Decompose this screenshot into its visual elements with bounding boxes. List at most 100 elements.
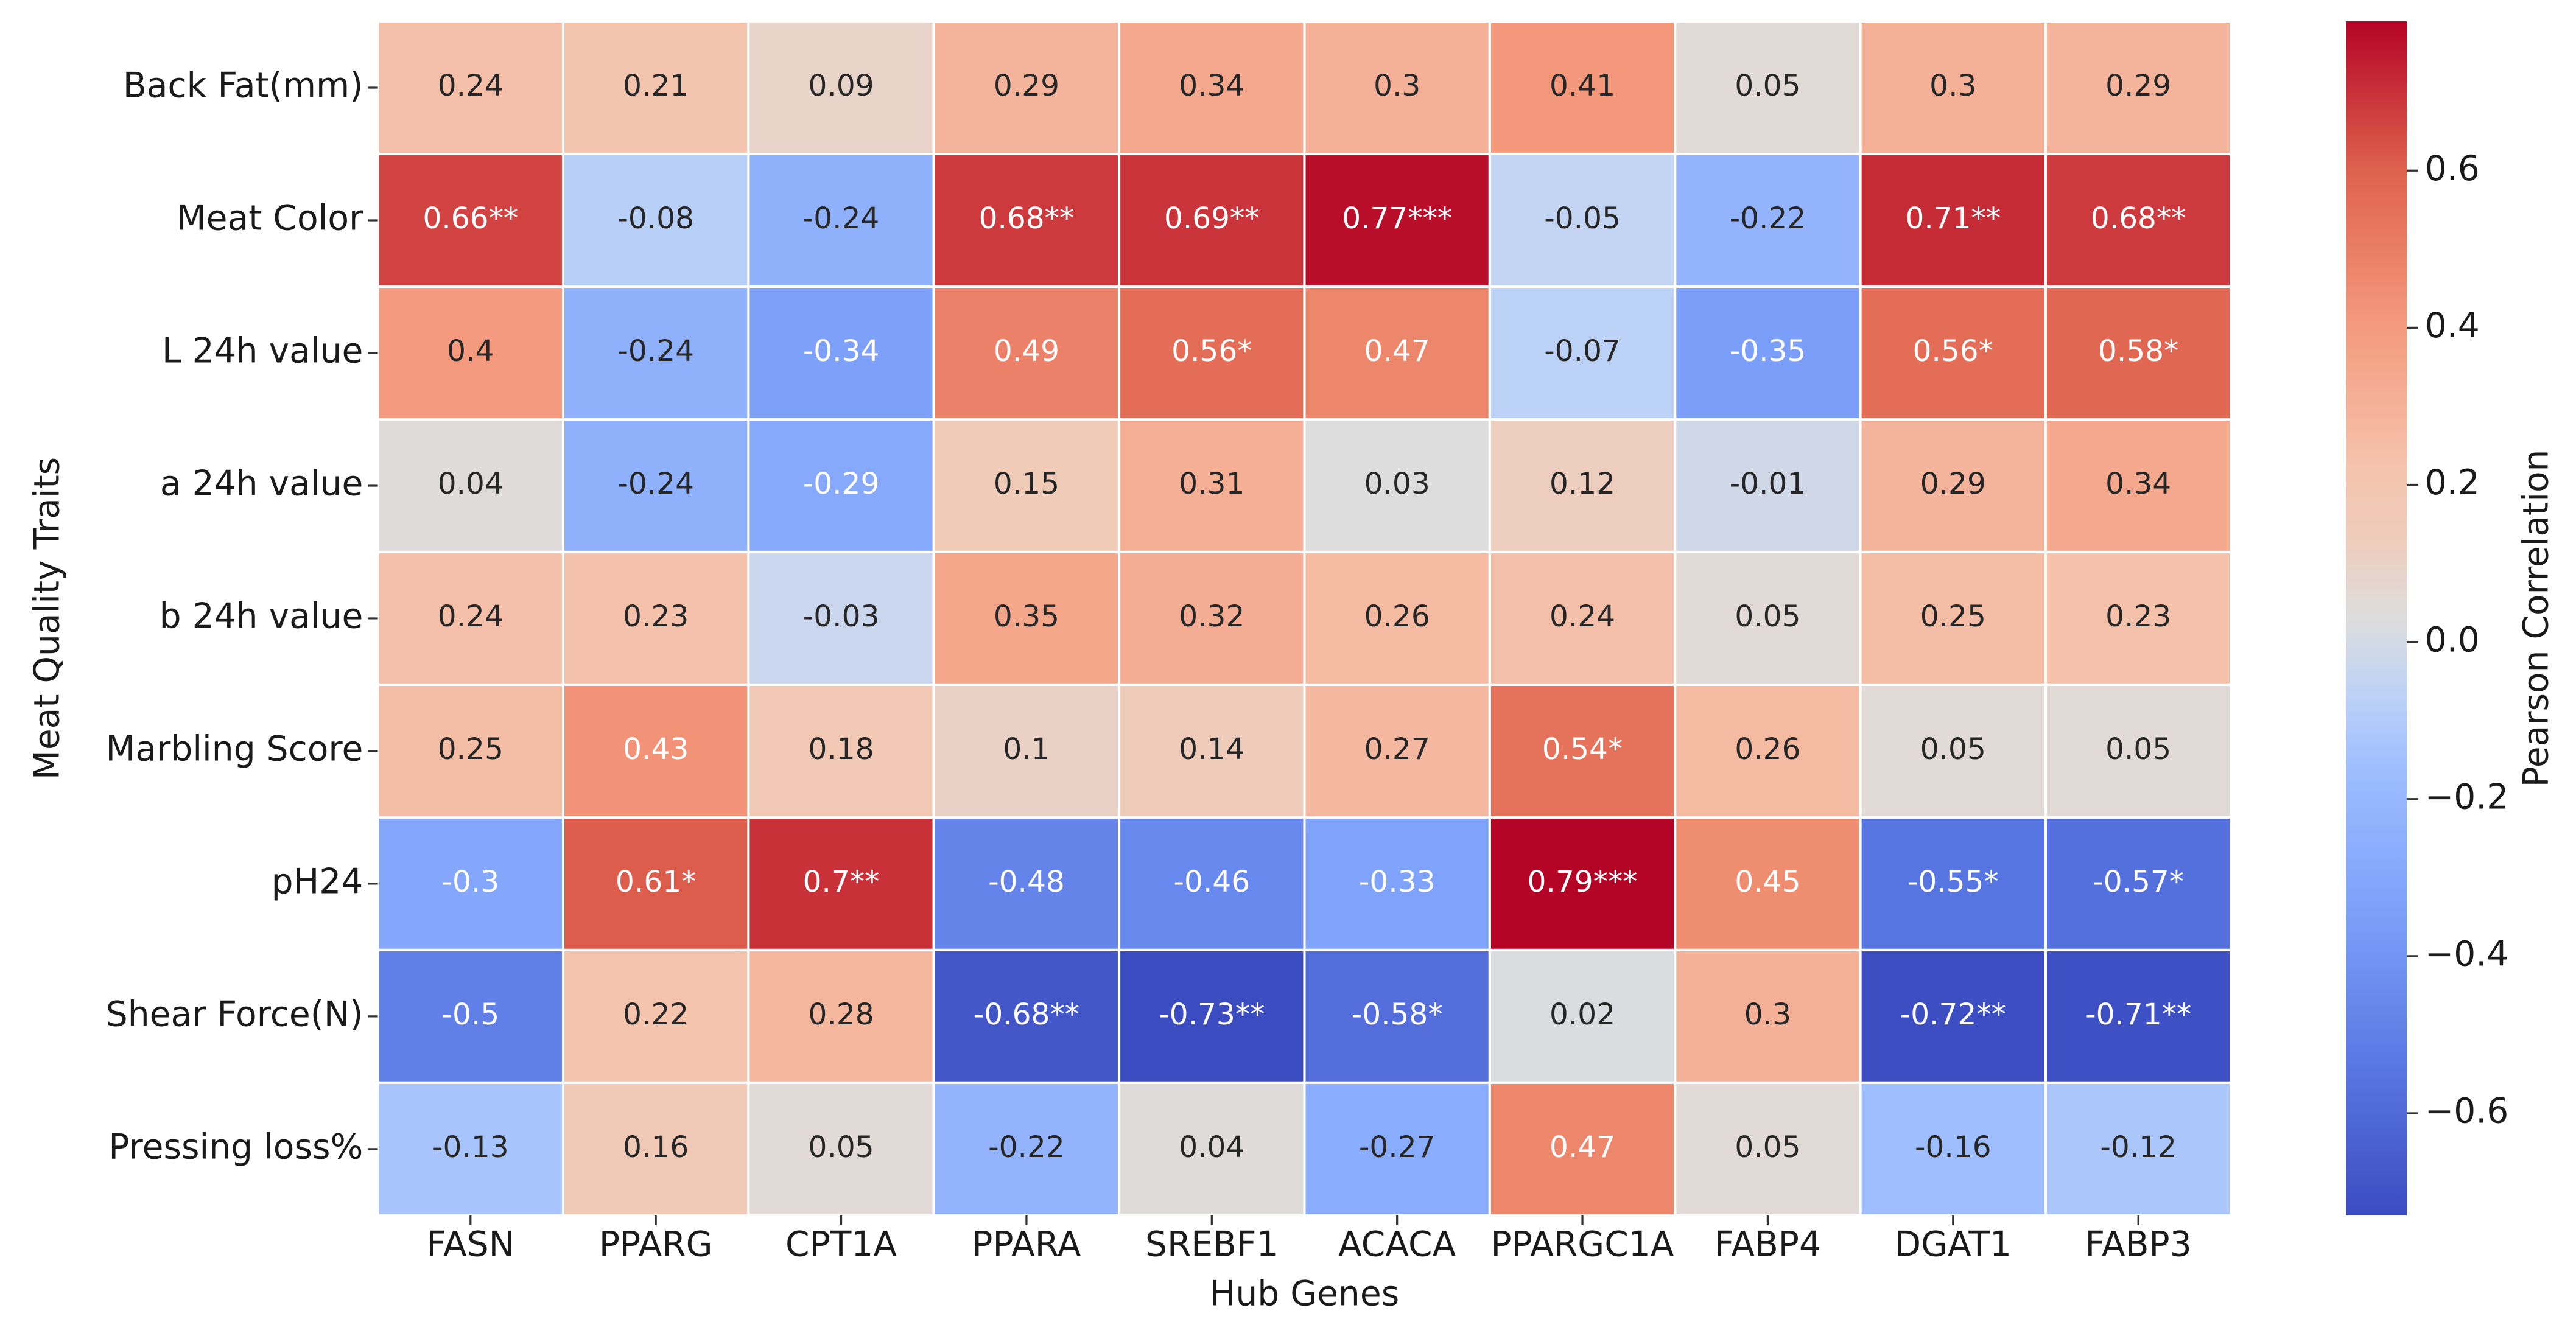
colorbar-tick-label: 0.4 <box>2425 306 2480 346</box>
cell-label: 0.24 <box>1549 600 1615 634</box>
cell-label: 0.09 <box>808 69 874 103</box>
cell-label: -0.13 <box>432 1130 509 1164</box>
cell-label: 0.68** <box>2091 201 2186 236</box>
cell-label: -0.33 <box>1359 865 1436 899</box>
cell-label: -0.35 <box>1730 334 1806 368</box>
cell-label: -0.71** <box>2085 998 2191 1032</box>
cell-label: 0.25 <box>438 732 504 766</box>
heatmap-cell <box>1488 285 1677 421</box>
cell-label: 0.24 <box>438 69 504 103</box>
heatmap-cell <box>1303 948 1491 1084</box>
cell-label: 0.05 <box>1920 732 1986 766</box>
cell-label: 0.66** <box>423 201 518 236</box>
cell-label: 0.35 <box>994 600 1059 634</box>
heatmap-cell <box>2044 418 2233 553</box>
cell-label: -0.57* <box>2093 865 2184 899</box>
cell-label: 0.15 <box>994 467 1059 501</box>
cell-label: 0.12 <box>1549 467 1615 501</box>
heatmap-cell <box>747 20 935 156</box>
heatmap-cell <box>1488 816 1677 951</box>
heatmap-cell <box>1859 418 2047 553</box>
heatmap-cell <box>1488 418 1677 553</box>
y-tick-label: Pressing loss% <box>108 1127 363 1167</box>
heatmap-cell <box>1859 285 2047 421</box>
cell-label: -0.48 <box>988 865 1065 899</box>
cell-label: 0.24 <box>438 600 504 634</box>
heatmap-cell <box>1674 948 1862 1084</box>
heatmap-cell <box>376 816 565 951</box>
cell-label: 0.26 <box>1364 600 1430 634</box>
heatmap-cell <box>376 1081 565 1217</box>
cell-label: 0.47 <box>1549 1130 1615 1164</box>
heatmap-cell <box>376 418 565 553</box>
cell-label: 0.34 <box>1179 69 1244 103</box>
heatmap-cell <box>932 683 1121 819</box>
cell-label: 0.14 <box>1179 732 1244 766</box>
heatmap-cell <box>1303 418 1491 553</box>
cell-label: 0.23 <box>2105 600 2171 634</box>
heatmap-cell <box>2044 816 2233 951</box>
heatmap-cell <box>376 20 565 156</box>
heatmap-cell <box>2044 20 2233 156</box>
cell-label: -0.24 <box>617 334 694 368</box>
cell-label: -0.12 <box>2100 1130 2177 1164</box>
cell-label: 0.7** <box>803 865 880 899</box>
cell-label: 0.58* <box>2098 334 2178 368</box>
cell-label: -0.58* <box>1352 998 1443 1032</box>
cell-label: -0.73** <box>1159 998 1265 1032</box>
cell-label: 0.56* <box>1913 334 1993 368</box>
heatmap-cell <box>747 683 935 819</box>
heatmap-cell <box>1859 550 2047 686</box>
heatmap-cell <box>2044 285 2233 421</box>
heatmap-cell <box>1118 550 1306 686</box>
heatmap-cell <box>932 816 1121 951</box>
heatmap-cell <box>1303 152 1491 289</box>
cell-label: -0.05 <box>1544 201 1621 236</box>
cell-label: 0.43 <box>623 732 689 766</box>
cell-label: 0.16 <box>623 1130 689 1164</box>
cell-label: 0.32 <box>1179 600 1244 634</box>
heatmap-cell <box>1488 550 1677 686</box>
cell-label: 0.05 <box>1735 600 1800 634</box>
x-axis-label: Hub Genes <box>1210 1274 1399 1314</box>
heatmap-cell <box>1674 285 1862 421</box>
cell-label: 0.26 <box>1735 732 1800 766</box>
heatmap-cell <box>932 1081 1121 1217</box>
cell-label: 0.05 <box>1735 69 1800 103</box>
cell-label: 0.04 <box>1179 1130 1244 1164</box>
heatmap-cell <box>1118 683 1306 819</box>
x-tick-label: PPARG <box>599 1225 713 1265</box>
heatmap-cell <box>1488 1081 1677 1217</box>
cell-label: -0.22 <box>1730 201 1806 236</box>
x-tick-label: PPARA <box>972 1225 1081 1265</box>
x-tick-label: PPARGC1A <box>1491 1225 1674 1265</box>
heatmap-cell <box>1118 1081 1306 1217</box>
cell-label: 0.18 <box>808 732 874 766</box>
colorbar-tick-label: 0.6 <box>2425 149 2480 189</box>
cell-label: -0.16 <box>1915 1130 1992 1164</box>
cell-label: 0.1 <box>1003 732 1050 766</box>
cell-label: -0.72** <box>1900 998 2006 1032</box>
heatmap-cell <box>932 20 1121 156</box>
colorbar-tick-label: −0.2 <box>2425 777 2509 817</box>
x-tick-label: FABP4 <box>1714 1225 1821 1265</box>
heatmap-cell <box>376 683 565 819</box>
heatmap-cell <box>747 550 935 686</box>
cell-label: 0.31 <box>1179 467 1244 501</box>
cell-label: 0.28 <box>808 998 874 1032</box>
cell-label: 0.02 <box>1549 998 1615 1032</box>
cell-label: -0.03 <box>803 600 880 634</box>
cell-label: 0.45 <box>1735 865 1800 899</box>
cell-label: 0.3 <box>1929 69 1976 103</box>
heatmap-cell <box>1674 550 1862 686</box>
x-tick-label: DGAT1 <box>1895 1225 2012 1265</box>
heatmap-cell <box>1674 816 1862 951</box>
cell-label: 0.29 <box>2105 69 2171 103</box>
y-tick-label: Back Fat(mm) <box>123 66 363 106</box>
heatmap-cell <box>561 152 750 289</box>
heatmap-cell <box>1488 152 1677 289</box>
cell-label: 0.05 <box>1735 1130 1800 1164</box>
cell-label: -0.24 <box>803 201 880 236</box>
x-tick-label: SREBF1 <box>1145 1225 1279 1265</box>
